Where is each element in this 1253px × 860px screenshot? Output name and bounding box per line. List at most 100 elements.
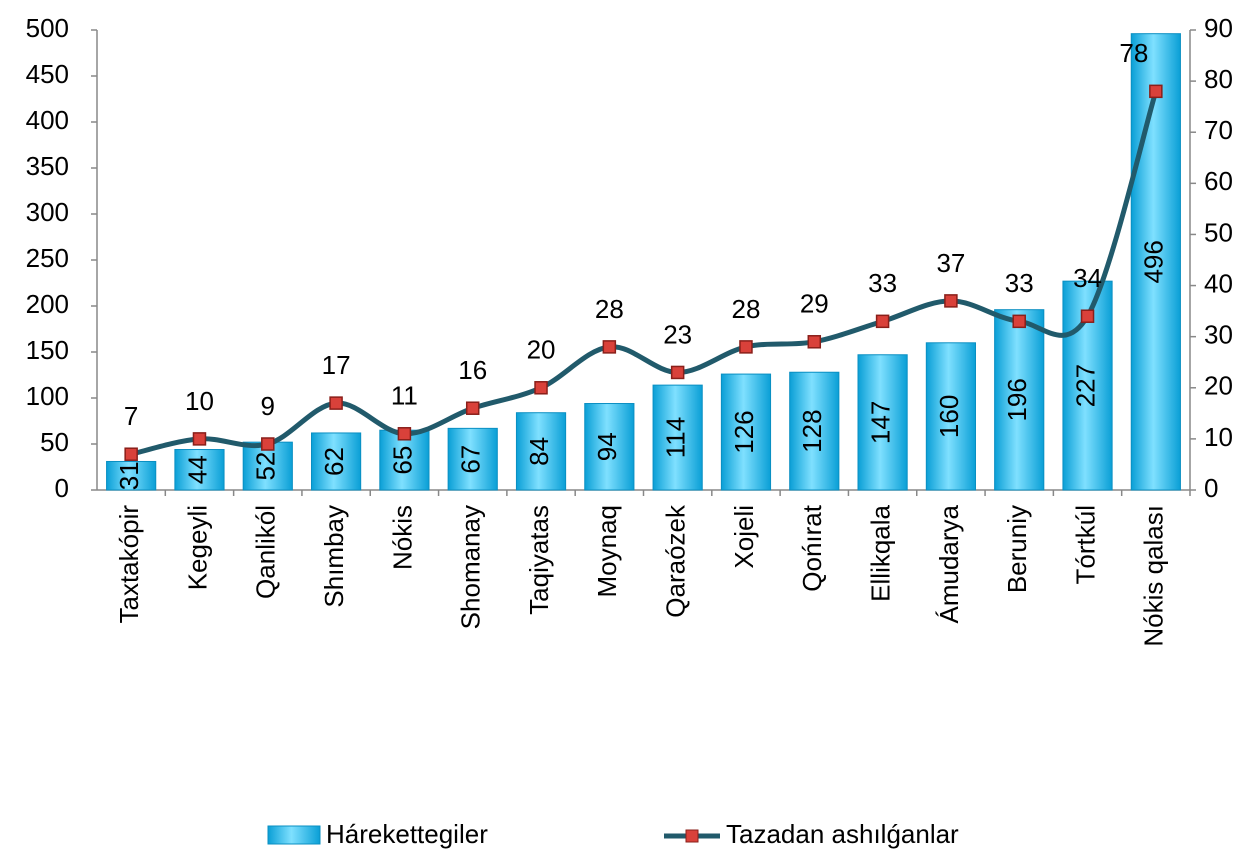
y2-tick-label: 90	[1204, 13, 1233, 43]
x-tick-label: Qońırat	[797, 504, 827, 591]
marker	[465, 401, 480, 415]
bar-value-label: 94	[592, 432, 622, 461]
y-tick-label: 350	[26, 151, 69, 181]
bar-value-label: 62	[319, 447, 349, 476]
x-tick-label: Moynaq	[592, 505, 622, 598]
line-value-label: 11	[391, 381, 418, 411]
x-tick-label: Qaraózek	[661, 504, 691, 618]
bar	[311, 432, 362, 491]
bar-value-label: 128	[797, 409, 827, 452]
bar	[1130, 33, 1181, 491]
y-tick-label: 400	[26, 105, 69, 135]
y2-tick-label: 50	[1204, 217, 1233, 247]
x-tick-label: Shımbay	[319, 505, 349, 608]
x-tick-label: Kegeyli	[182, 505, 212, 590]
y-tick-label: 0	[55, 473, 69, 503]
bar-value-label: 67	[456, 445, 486, 474]
line-value-label: 78	[1119, 38, 1148, 68]
marker	[1149, 84, 1163, 99]
bar-value-label: 160	[934, 395, 964, 438]
y-tick-label: 150	[26, 335, 69, 365]
marker	[329, 396, 343, 410]
bar	[174, 449, 225, 491]
line-value-label: 16	[458, 355, 487, 385]
line-value-label: 33	[1005, 268, 1034, 298]
bar-value-label: 65	[387, 446, 417, 475]
y2-tick-label: 70	[1204, 115, 1233, 145]
y-tick-label: 250	[26, 243, 69, 273]
marker	[397, 427, 412, 441]
marker	[739, 340, 753, 354]
bar-value-label: 196	[1002, 378, 1032, 421]
marker	[670, 365, 685, 380]
line-value-label: 10	[185, 386, 214, 416]
x-tick-label: Beruniy	[1002, 505, 1032, 593]
x-tick-label: Ellikqala	[865, 504, 895, 601]
x-tick-label: Taqiyatas	[524, 505, 554, 615]
marker	[944, 294, 958, 308]
y-tick-label: 200	[26, 289, 69, 319]
y-tick-label: 450	[26, 59, 69, 89]
line-value-label: 37	[936, 248, 965, 278]
bar	[1062, 280, 1113, 491]
line-value-label: 29	[800, 289, 829, 319]
bar	[994, 309, 1045, 491]
line-value-label: 23	[663, 319, 692, 349]
line-value-label: 28	[732, 294, 761, 324]
x-tick-label: Nókis	[387, 505, 417, 570]
x-tick-label: Shomanay	[456, 505, 486, 629]
marker	[1080, 309, 1095, 323]
legend-swatch	[267, 825, 321, 845]
marker	[1012, 314, 1026, 329]
line-value-label: 34	[1073, 263, 1102, 293]
line-value-label: 20	[527, 335, 556, 365]
bar-value-label: 126	[729, 410, 759, 453]
line-value-label: 33	[868, 268, 897, 298]
bar-value-label: 227	[1070, 364, 1100, 407]
bar	[106, 460, 157, 491]
bar-value-label: 114	[661, 417, 691, 458]
bar	[584, 403, 635, 491]
bar	[925, 342, 976, 491]
line-value-label: 9	[261, 391, 275, 421]
y2-tick-label: 60	[1204, 166, 1233, 196]
y-tick-label: 500	[26, 13, 69, 43]
y-tick-label: 50	[40, 427, 69, 457]
marker	[261, 437, 275, 451]
marker	[807, 335, 822, 349]
x-tick-label: Ámudarya	[934, 504, 964, 623]
y-tick-label: 300	[26, 197, 69, 227]
x-tick-label: Taxtakópir	[114, 505, 144, 624]
y2-tick-label: 20	[1204, 371, 1233, 401]
legend-label: Tazadan ashılǵanlar	[726, 819, 959, 849]
y2-tick-label: 30	[1204, 320, 1233, 350]
line-value-label: 28	[595, 294, 624, 324]
bar	[857, 354, 908, 491]
bar-value-label: 496	[1139, 240, 1169, 283]
legend-label: Hárekettegiler	[326, 819, 488, 849]
bar	[789, 371, 840, 491]
line-value-label: 17	[322, 350, 351, 380]
bar-value-label: 52	[251, 452, 281, 481]
bar-value-label: 84	[524, 437, 554, 466]
y2-tick-label: 80	[1204, 64, 1233, 94]
x-tick-label: Tórtkúl	[1070, 505, 1100, 584]
marker	[534, 381, 548, 395]
bar-value-label: 147	[865, 401, 895, 444]
y-tick-label: 100	[26, 381, 69, 411]
bar	[447, 427, 498, 491]
y2-tick-label: 0	[1204, 473, 1218, 503]
marker	[875, 314, 890, 329]
marker	[124, 447, 138, 461]
y2-tick-label: 40	[1204, 268, 1233, 298]
legend-marker	[685, 829, 699, 843]
x-tick-label: Nókis qalası	[1139, 505, 1169, 647]
bar	[652, 384, 703, 491]
bar	[515, 412, 567, 491]
bar-value-label: 44	[182, 455, 212, 484]
line-value-label: 7	[124, 401, 138, 431]
marker	[192, 432, 207, 446]
bar-value-label: 31	[114, 461, 144, 490]
marker	[602, 340, 617, 354]
